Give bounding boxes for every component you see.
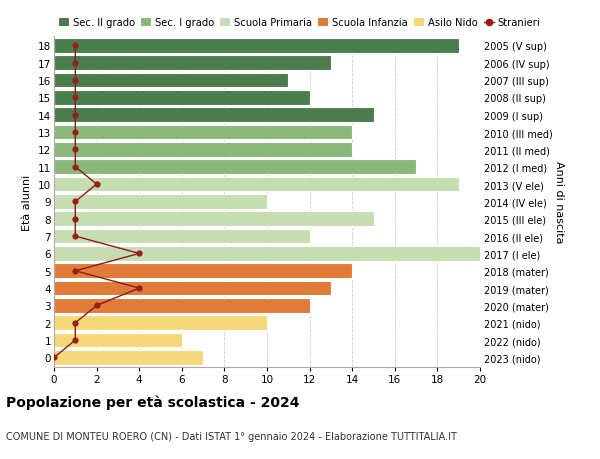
Text: COMUNE DI MONTEU ROERO (CN) - Dati ISTAT 1° gennaio 2024 - Elaborazione TUTTITAL: COMUNE DI MONTEU ROERO (CN) - Dati ISTAT… [6,431,457,442]
Bar [54,350,203,365]
Bar [54,212,373,227]
Bar [54,160,416,175]
Y-axis label: Anni di nascita: Anni di nascita [554,161,564,243]
Bar [54,143,352,157]
Bar [54,56,331,71]
Y-axis label: Età alunni: Età alunni [22,174,32,230]
Bar [54,229,310,244]
Bar [54,73,289,88]
Bar [54,281,331,296]
Legend: Sec. II grado, Sec. I grado, Scuola Primaria, Scuola Infanzia, Asilo Nido, Stran: Sec. II grado, Sec. I grado, Scuola Prim… [59,18,541,28]
Bar [54,177,459,192]
Text: Popolazione per età scolastica - 2024: Popolazione per età scolastica - 2024 [6,395,299,409]
Bar [54,125,352,140]
Bar [54,91,310,106]
Bar [54,316,267,330]
Bar [54,298,310,313]
Bar [54,246,480,261]
Bar [54,195,267,209]
Bar [54,264,352,279]
Bar [54,108,373,123]
Bar [54,333,182,348]
Bar [54,39,459,54]
